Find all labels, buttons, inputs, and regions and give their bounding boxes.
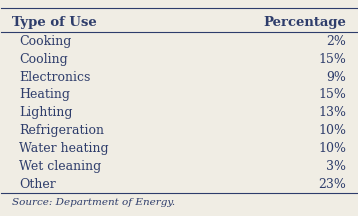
Text: 10%: 10%: [318, 124, 346, 137]
Text: Source: Department of Energy.: Source: Department of Energy.: [12, 198, 175, 206]
Text: Wet cleaning: Wet cleaning: [19, 160, 101, 173]
Text: Lighting: Lighting: [19, 106, 73, 119]
Text: Water heating: Water heating: [19, 142, 109, 155]
Text: 15%: 15%: [318, 88, 346, 101]
Text: Heating: Heating: [19, 88, 70, 101]
Text: Other: Other: [19, 178, 56, 191]
Text: Percentage: Percentage: [263, 16, 346, 29]
Text: Type of Use: Type of Use: [12, 16, 97, 29]
Text: 23%: 23%: [318, 178, 346, 191]
Text: 15%: 15%: [318, 53, 346, 66]
Text: Refrigeration: Refrigeration: [19, 124, 104, 137]
Text: Cooling: Cooling: [19, 53, 68, 66]
Text: 13%: 13%: [318, 106, 346, 119]
Text: 2%: 2%: [326, 35, 346, 48]
Text: Electronics: Electronics: [19, 70, 91, 84]
Text: Cooking: Cooking: [19, 35, 72, 48]
Text: 9%: 9%: [326, 70, 346, 84]
Text: 10%: 10%: [318, 142, 346, 155]
Text: 3%: 3%: [326, 160, 346, 173]
